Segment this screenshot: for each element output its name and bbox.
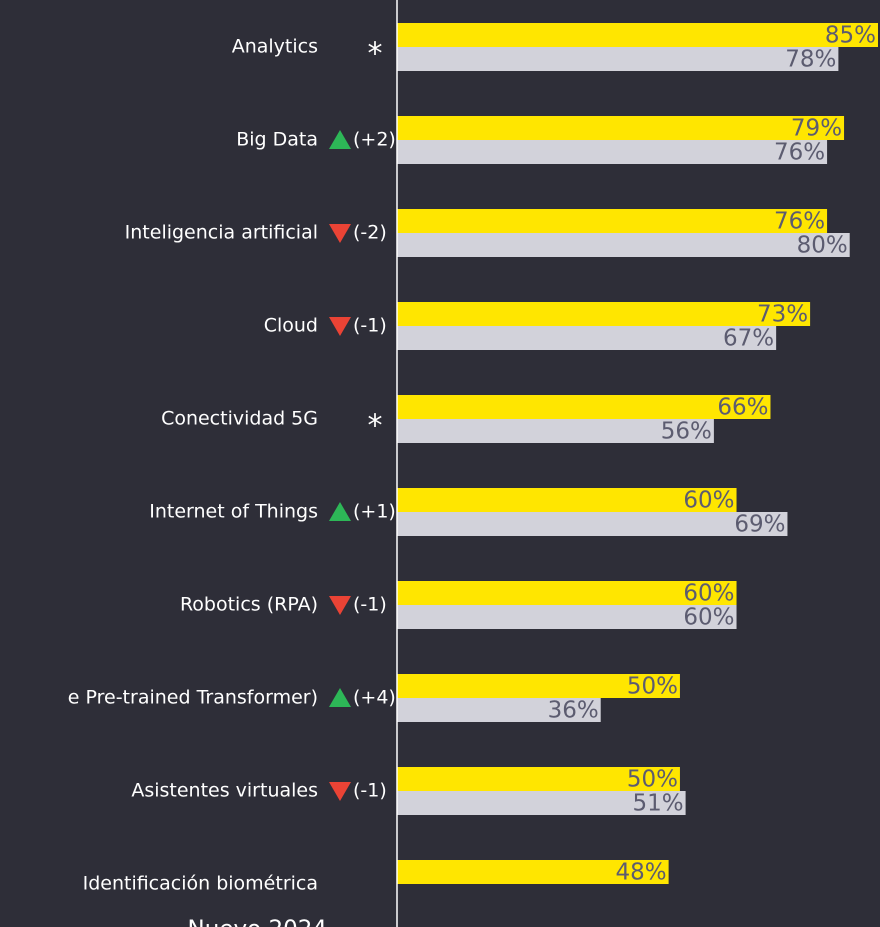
value-label: 80%	[797, 233, 848, 259]
category-label: Internet of Things	[149, 501, 318, 523]
value-label: 73%	[757, 302, 808, 328]
value-label: 76%	[774, 140, 825, 166]
bar	[397, 209, 828, 233]
value-label: 85%	[825, 23, 876, 49]
bar	[397, 581, 737, 605]
bar	[397, 488, 737, 512]
category-label: Inteligencia artificial	[125, 222, 318, 244]
value-label: 48%	[615, 860, 666, 886]
bar	[397, 674, 680, 698]
bar	[397, 419, 714, 443]
triangle-down	[329, 596, 351, 615]
rank-change: (-1)	[353, 315, 387, 337]
value-label: 51%	[632, 791, 683, 817]
triangle-down	[329, 224, 351, 243]
rank-change: (+1)	[353, 501, 396, 523]
bar	[397, 47, 839, 71]
rank-change: (-2)	[353, 222, 387, 244]
rank-change: (-1)	[353, 594, 387, 616]
annotation: Nuevo 2024	[188, 917, 327, 927]
value-label: 36%	[548, 698, 599, 724]
category-label: Big Data	[236, 129, 318, 151]
value-label: 56%	[661, 419, 712, 445]
value-label: 76%	[774, 209, 825, 235]
bar	[397, 233, 850, 257]
category-label: Cloud	[264, 315, 318, 337]
value-label: 60%	[683, 581, 734, 607]
value-label: 66%	[717, 395, 768, 421]
triangle-up	[329, 688, 351, 707]
bar	[397, 791, 686, 815]
triangle-up	[329, 130, 351, 149]
category-label: Conectividad 5G	[161, 408, 318, 430]
value-label: 60%	[683, 605, 734, 631]
rank-change: *	[368, 37, 383, 72]
bar	[397, 605, 737, 629]
rank-change: *	[368, 409, 383, 444]
category-label: Analytics	[232, 36, 318, 58]
bar	[397, 302, 811, 326]
bar	[397, 512, 788, 536]
triangle-down	[329, 782, 351, 801]
bar	[397, 326, 777, 350]
category-label: Identificación biométrica	[83, 873, 318, 895]
bar	[397, 860, 669, 884]
bar	[397, 395, 771, 419]
category-label: Robotics (RPA)	[180, 594, 318, 616]
bar	[397, 23, 878, 47]
value-label: 50%	[627, 674, 678, 700]
value-label: 50%	[627, 767, 678, 793]
category-label: e Pre-trained Transformer)	[68, 687, 318, 709]
value-label: 79%	[791, 116, 842, 142]
value-label: 67%	[723, 326, 774, 352]
rank-change: (-1)	[353, 780, 387, 802]
triangle-down	[329, 317, 351, 336]
category-label: Asistentes virtuales	[131, 780, 318, 802]
rank-change: (+2)	[353, 129, 396, 151]
value-label: 60%	[683, 488, 734, 514]
value-label: 78%	[785, 47, 836, 73]
bar	[397, 698, 601, 722]
bar	[397, 767, 680, 791]
bar	[397, 140, 828, 164]
bar	[397, 116, 845, 140]
value-label: 69%	[734, 512, 785, 538]
triangle-up	[329, 502, 351, 521]
rank-change: (+4)	[353, 687, 396, 709]
